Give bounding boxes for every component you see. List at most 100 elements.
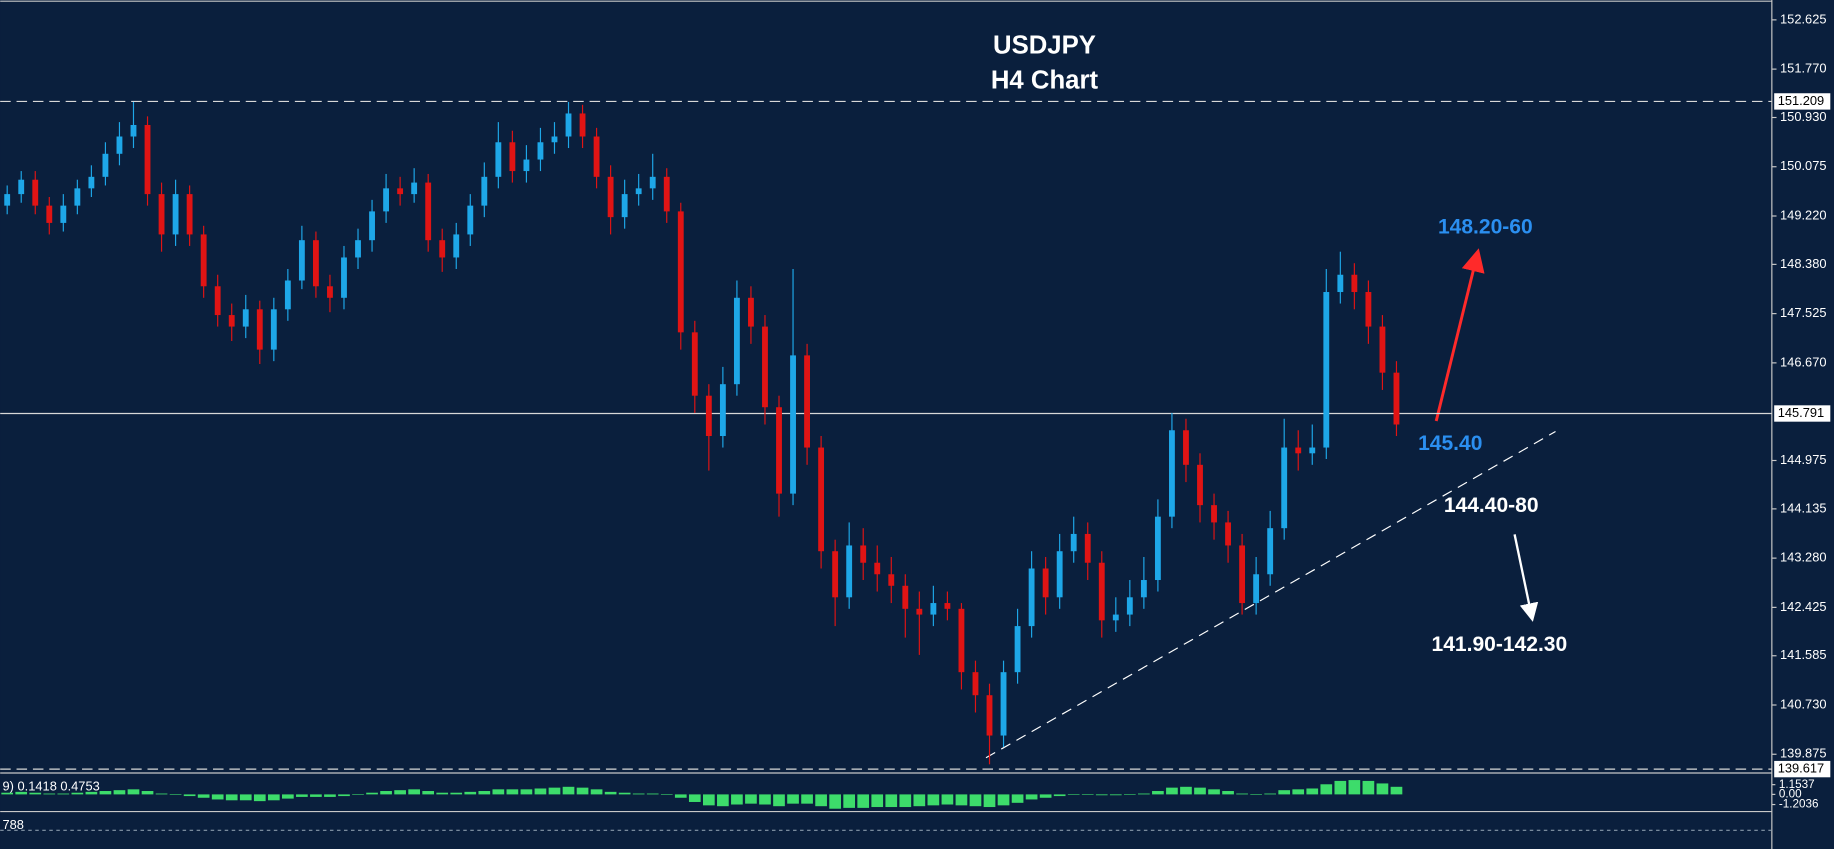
macd-bar	[113, 790, 126, 795]
candle-body	[270, 309, 277, 350]
candle-body	[481, 176, 488, 206]
oscillator-label: 788	[3, 817, 24, 832]
macd-bar	[1138, 793, 1150, 795]
macd-bar	[1025, 794, 1038, 800]
candle-body	[312, 240, 319, 287]
candle-body	[1281, 447, 1288, 529]
macd-bar	[787, 794, 799, 804]
candle-body	[748, 297, 754, 327]
macd-bar	[590, 789, 603, 795]
candle-body	[1169, 430, 1175, 517]
macd-tick-label: 1.1537	[1779, 778, 1815, 791]
macd-bar	[310, 794, 322, 797]
candle-body	[341, 257, 347, 298]
macd-bar	[71, 792, 84, 795]
y-tick-label: 140.730	[1780, 696, 1826, 711]
macd-bar	[843, 794, 856, 808]
y-tick-label: 149.220	[1780, 207, 1826, 222]
y-tick-label: 147.525	[1780, 305, 1826, 320]
macd-bar	[29, 792, 42, 795]
macd-bar	[155, 793, 168, 795]
y-tick-label: 150.930	[1780, 109, 1826, 124]
price-level-box	[1774, 760, 1831, 778]
macd-bar	[1180, 786, 1192, 795]
candle-body	[298, 240, 305, 281]
macd-bar	[520, 789, 533, 795]
macd-bar	[759, 794, 771, 805]
candle-body	[186, 194, 193, 235]
macd-bar	[717, 794, 729, 807]
candle-body	[523, 159, 530, 172]
macd-bar	[99, 791, 112, 795]
macd-bar	[969, 794, 982, 807]
macd-bar	[885, 794, 898, 808]
candle-body	[144, 124, 151, 195]
candle-body	[1309, 447, 1316, 454]
macd-bar	[618, 792, 631, 795]
candle-body	[256, 309, 263, 350]
y-tick-label: 151.770	[1780, 61, 1826, 76]
down-arrow	[1513, 534, 1539, 622]
candle-body	[986, 695, 993, 736]
macd-bar	[913, 794, 926, 807]
candle-body	[102, 153, 109, 177]
macd-bar	[1067, 794, 1080, 795]
candle-body	[1183, 430, 1189, 465]
candle-body	[916, 608, 923, 615]
candle-body	[60, 205, 67, 223]
candle-body	[495, 142, 502, 177]
y-tick-label: 152.625	[1780, 11, 1826, 26]
candle-body	[944, 603, 951, 609]
macd-bar	[324, 794, 336, 797]
candle-body	[116, 136, 123, 154]
macd-bar	[1278, 790, 1291, 795]
macd-bar	[1081, 794, 1094, 795]
macd-bar	[1306, 788, 1319, 795]
candle-body	[172, 194, 179, 235]
candle-body	[284, 280, 291, 310]
macd-bar	[225, 794, 238, 801]
candle-body	[32, 179, 39, 206]
macd-tick-label: 0.00	[1779, 787, 1802, 800]
candle-body	[397, 188, 404, 195]
macd-bar	[548, 787, 561, 795]
macd-bar	[899, 794, 912, 808]
macd-bar	[422, 791, 435, 795]
candle-body	[874, 562, 881, 575]
y-tick-label: 143.280	[1780, 550, 1826, 565]
candle-body	[1351, 274, 1358, 293]
macd-bar	[1264, 793, 1277, 795]
candle-body	[1393, 372, 1400, 425]
candle-body	[1112, 614, 1119, 621]
y-tick-label: 142.425	[1780, 599, 1826, 614]
macd-bar	[773, 794, 785, 807]
candle-body	[1126, 597, 1133, 615]
price-level-label: 151.209	[1778, 93, 1824, 108]
candle-body	[537, 142, 544, 160]
macd-bar	[801, 794, 813, 804]
candle-body	[607, 176, 614, 218]
candle-body	[818, 447, 825, 552]
macd-bar	[1292, 789, 1305, 795]
price-level-box	[1774, 93, 1831, 110]
macd-bar	[646, 793, 659, 795]
macd-bar	[366, 792, 378, 795]
macd-bar	[660, 794, 673, 795]
macd-bar	[394, 790, 406, 795]
trend-line	[985, 431, 1556, 759]
candle-body	[214, 286, 221, 316]
candle-body	[846, 545, 853, 598]
candle-body	[1084, 533, 1091, 563]
macd-bar	[506, 789, 519, 795]
macd-bar	[1376, 783, 1389, 795]
candle-body	[593, 136, 600, 177]
macd-bar	[127, 789, 140, 795]
macd-bar	[1362, 780, 1375, 795]
macd-bar	[436, 792, 449, 795]
candle-body	[1140, 580, 1147, 598]
macd-bar	[450, 792, 463, 795]
macd-bar	[955, 794, 968, 806]
candle-body	[4, 194, 11, 206]
macd-bar	[604, 791, 617, 795]
